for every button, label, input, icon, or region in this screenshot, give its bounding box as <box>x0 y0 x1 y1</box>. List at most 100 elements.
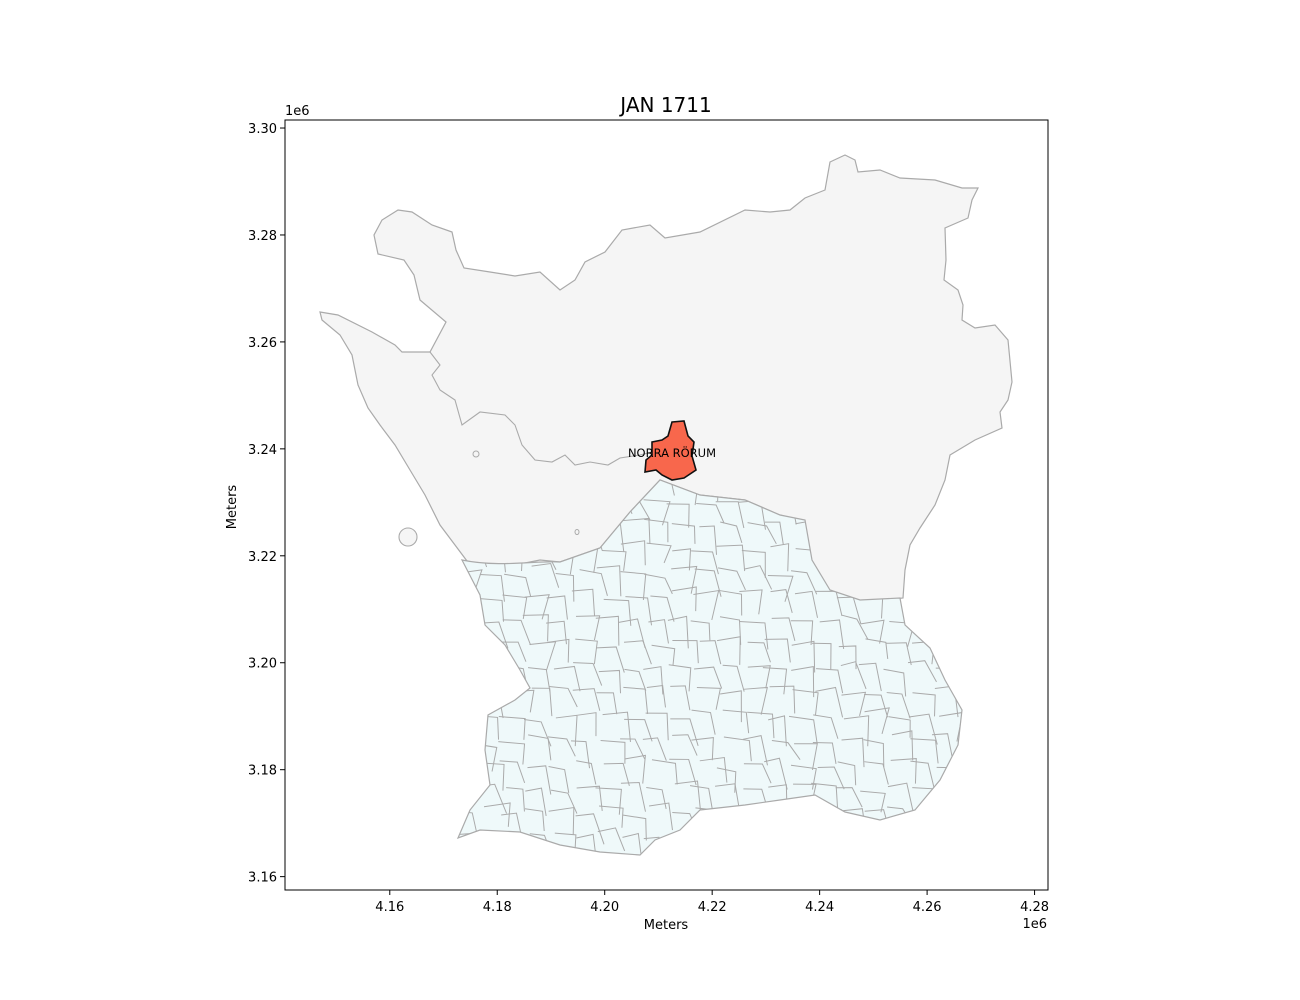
parish-boundary <box>643 499 671 526</box>
parish-boundary <box>531 562 560 588</box>
parish-boundary <box>744 565 773 590</box>
parish-boundary <box>696 502 725 524</box>
parish-boundary <box>910 738 939 764</box>
parish-boundary <box>860 790 886 813</box>
parish-boundary <box>794 590 819 618</box>
y-tick-label: 3.28 <box>248 229 277 244</box>
parish-boundary <box>792 689 819 716</box>
parish-boundary <box>722 709 750 734</box>
parish-boundary <box>788 715 818 745</box>
parish-boundary <box>790 764 817 790</box>
island-west <box>398 527 418 547</box>
parish-boundary <box>689 785 713 809</box>
parish-boundary <box>841 614 869 640</box>
parish-boundary <box>864 693 889 718</box>
x-tick-label: 4.20 <box>590 900 619 915</box>
y-tick-label: 3.26 <box>248 336 277 351</box>
parish-boundary <box>575 638 598 665</box>
parish-boundary <box>502 594 528 619</box>
parish-boundary <box>651 480 675 496</box>
parish-boundary <box>623 686 649 715</box>
parish-boundary <box>743 763 772 784</box>
northern-inner-boundary <box>429 351 661 466</box>
parish-boundary <box>620 571 647 601</box>
parish-boundary <box>620 782 646 812</box>
parish-boundary <box>890 758 917 784</box>
parish-boundary <box>524 808 545 832</box>
parish-boundary <box>625 596 653 626</box>
parish-boundary <box>548 685 578 708</box>
parish-boundary <box>747 665 771 689</box>
parish-boundary <box>603 762 630 786</box>
parish-boundary <box>547 638 570 663</box>
parish-boundary <box>570 740 591 769</box>
parish-boundary <box>601 550 627 571</box>
parish-boundary <box>576 785 603 812</box>
parish-boundary <box>739 621 769 650</box>
parish-boundary <box>498 715 526 740</box>
y-tick-label: 3.20 <box>248 657 277 672</box>
highlighted-parish-label: NORRA RÖRUM <box>628 444 716 460</box>
parish-boundary <box>811 642 832 670</box>
parish-boundary <box>573 662 603 686</box>
parish-boundary <box>618 618 646 649</box>
parish-boundary <box>547 736 576 757</box>
parish-boundary <box>764 521 784 545</box>
parish-boundary <box>596 565 622 597</box>
parish-boundary <box>672 734 698 756</box>
parish-boundary <box>672 640 699 664</box>
parish-boundary <box>483 802 511 827</box>
parish-boundary <box>747 711 775 739</box>
parish-boundary <box>699 756 728 783</box>
parish-boundary <box>887 782 915 814</box>
parish-boundary <box>651 644 676 666</box>
parish-boundary <box>699 640 722 665</box>
x-tick-label: 4.18 <box>483 900 512 915</box>
parish-boundary <box>499 760 526 784</box>
parish-boundary <box>671 586 697 612</box>
parish-boundary <box>837 761 857 786</box>
parish-boundary <box>502 619 532 646</box>
parish-boundary <box>548 806 575 835</box>
x-tick-label: 4.28 <box>1020 900 1049 915</box>
parish-boundary <box>555 573 575 602</box>
parish-boundary <box>651 759 678 785</box>
parish-boundary <box>716 544 746 572</box>
parish-boundary <box>524 594 550 620</box>
parish-boundary <box>649 802 673 831</box>
y-tick-label: 3.18 <box>248 764 277 779</box>
x-axis-label: Meters <box>644 918 689 933</box>
y-offset-label: 1e6 <box>285 104 310 119</box>
parish-boundary <box>741 549 766 578</box>
parish-boundary <box>623 517 651 544</box>
parish-boundary <box>768 715 787 747</box>
parish-boundary <box>548 765 570 793</box>
parish-boundary <box>669 758 697 786</box>
parish-boundary <box>498 641 527 662</box>
parish-boundary <box>715 783 741 815</box>
parish-boundary <box>531 687 553 717</box>
parish-boundary <box>644 573 673 595</box>
parish-boundary <box>482 621 509 649</box>
parish-boundary <box>603 598 632 626</box>
parish-boundary <box>817 766 845 790</box>
parish-boundary <box>554 832 577 853</box>
parish-boundary <box>572 688 601 711</box>
x-offset-label: 1e6 <box>1022 917 1047 932</box>
parish-boundary <box>672 548 692 571</box>
parish-boundary <box>858 662 882 692</box>
highlighted-parish <box>644 420 697 481</box>
parish-boundary <box>891 730 914 761</box>
parish-boundary <box>668 664 692 692</box>
y-axis-label: Meters <box>225 485 240 530</box>
parish-boundary <box>863 739 885 768</box>
plot-area: NORRA RÖRUM <box>284 119 1049 891</box>
x-tick-label: 4.26 <box>913 900 942 915</box>
parish-boundary <box>571 588 596 617</box>
y-axis: 3.16 3.18 3.20 3.22 3.24 3.26 3.28 3.30 <box>248 122 285 886</box>
parish-boundary <box>691 709 716 735</box>
parish-boundary <box>910 760 935 790</box>
parish-boundary <box>674 780 702 812</box>
parish-boundary <box>864 707 890 734</box>
parish-boundary <box>841 737 865 768</box>
